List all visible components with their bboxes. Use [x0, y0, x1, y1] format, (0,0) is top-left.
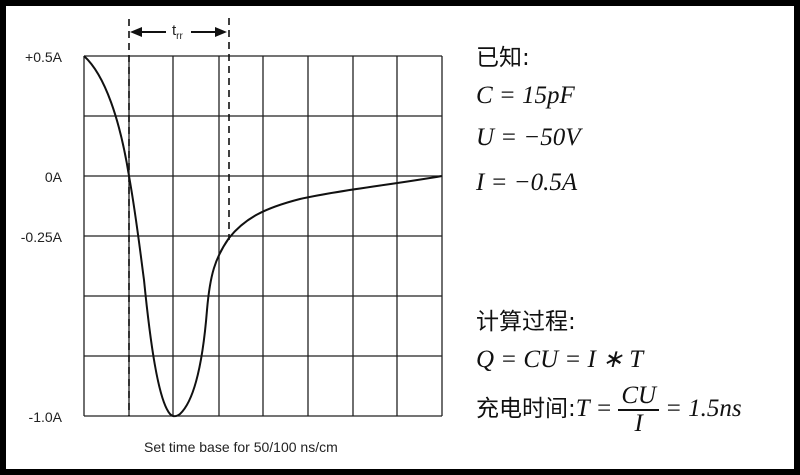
grid	[83, 55, 443, 417]
fraction-numerator: CU	[618, 383, 660, 411]
trr-label-subscript: rr	[176, 31, 183, 42]
calculation-title: 计算过程:	[476, 309, 576, 335]
reverse-recovery-current-curve	[83, 55, 443, 418]
x-axis-caption: Set time base for 50/100 ns/cm	[144, 439, 338, 455]
fraction-denominator: I	[634, 410, 643, 437]
known-title: 已知:	[476, 45, 530, 71]
t-rhs: = 1.5ns	[665, 395, 742, 422]
trr-label-main: t	[172, 22, 177, 39]
trr-label: trr	[172, 22, 183, 42]
trr-left-arrow-icon	[130, 27, 166, 37]
y-label-0A: 0A	[44, 169, 62, 185]
capacitance-equation: C = 15pF	[476, 82, 575, 109]
charge-time-label: 充电时间:	[476, 396, 576, 422]
charge-equation: Q = CU = I ∗ T	[476, 346, 644, 373]
y-label-minus-1.0A: -1.0A	[28, 409, 62, 425]
voltage-equation: U = −50V	[476, 124, 581, 151]
trr-right-arrow-icon	[191, 27, 227, 37]
diagram-canvas: +0.5A 0A -0.25A -1.0A trr Set time base …	[6, 6, 794, 469]
charge-time-equation: 充电时间:T = CU I = 1.5ns	[476, 383, 742, 437]
y-label-plus-0.5A: +0.5A	[25, 49, 62, 65]
fraction: CU I	[618, 383, 660, 437]
current-equation: I = −0.5A	[476, 169, 578, 196]
y-label-minus-0.25A: -0.25A	[20, 229, 62, 245]
waveform-diagram	[83, 18, 443, 418]
t-lhs: T =	[575, 395, 613, 422]
